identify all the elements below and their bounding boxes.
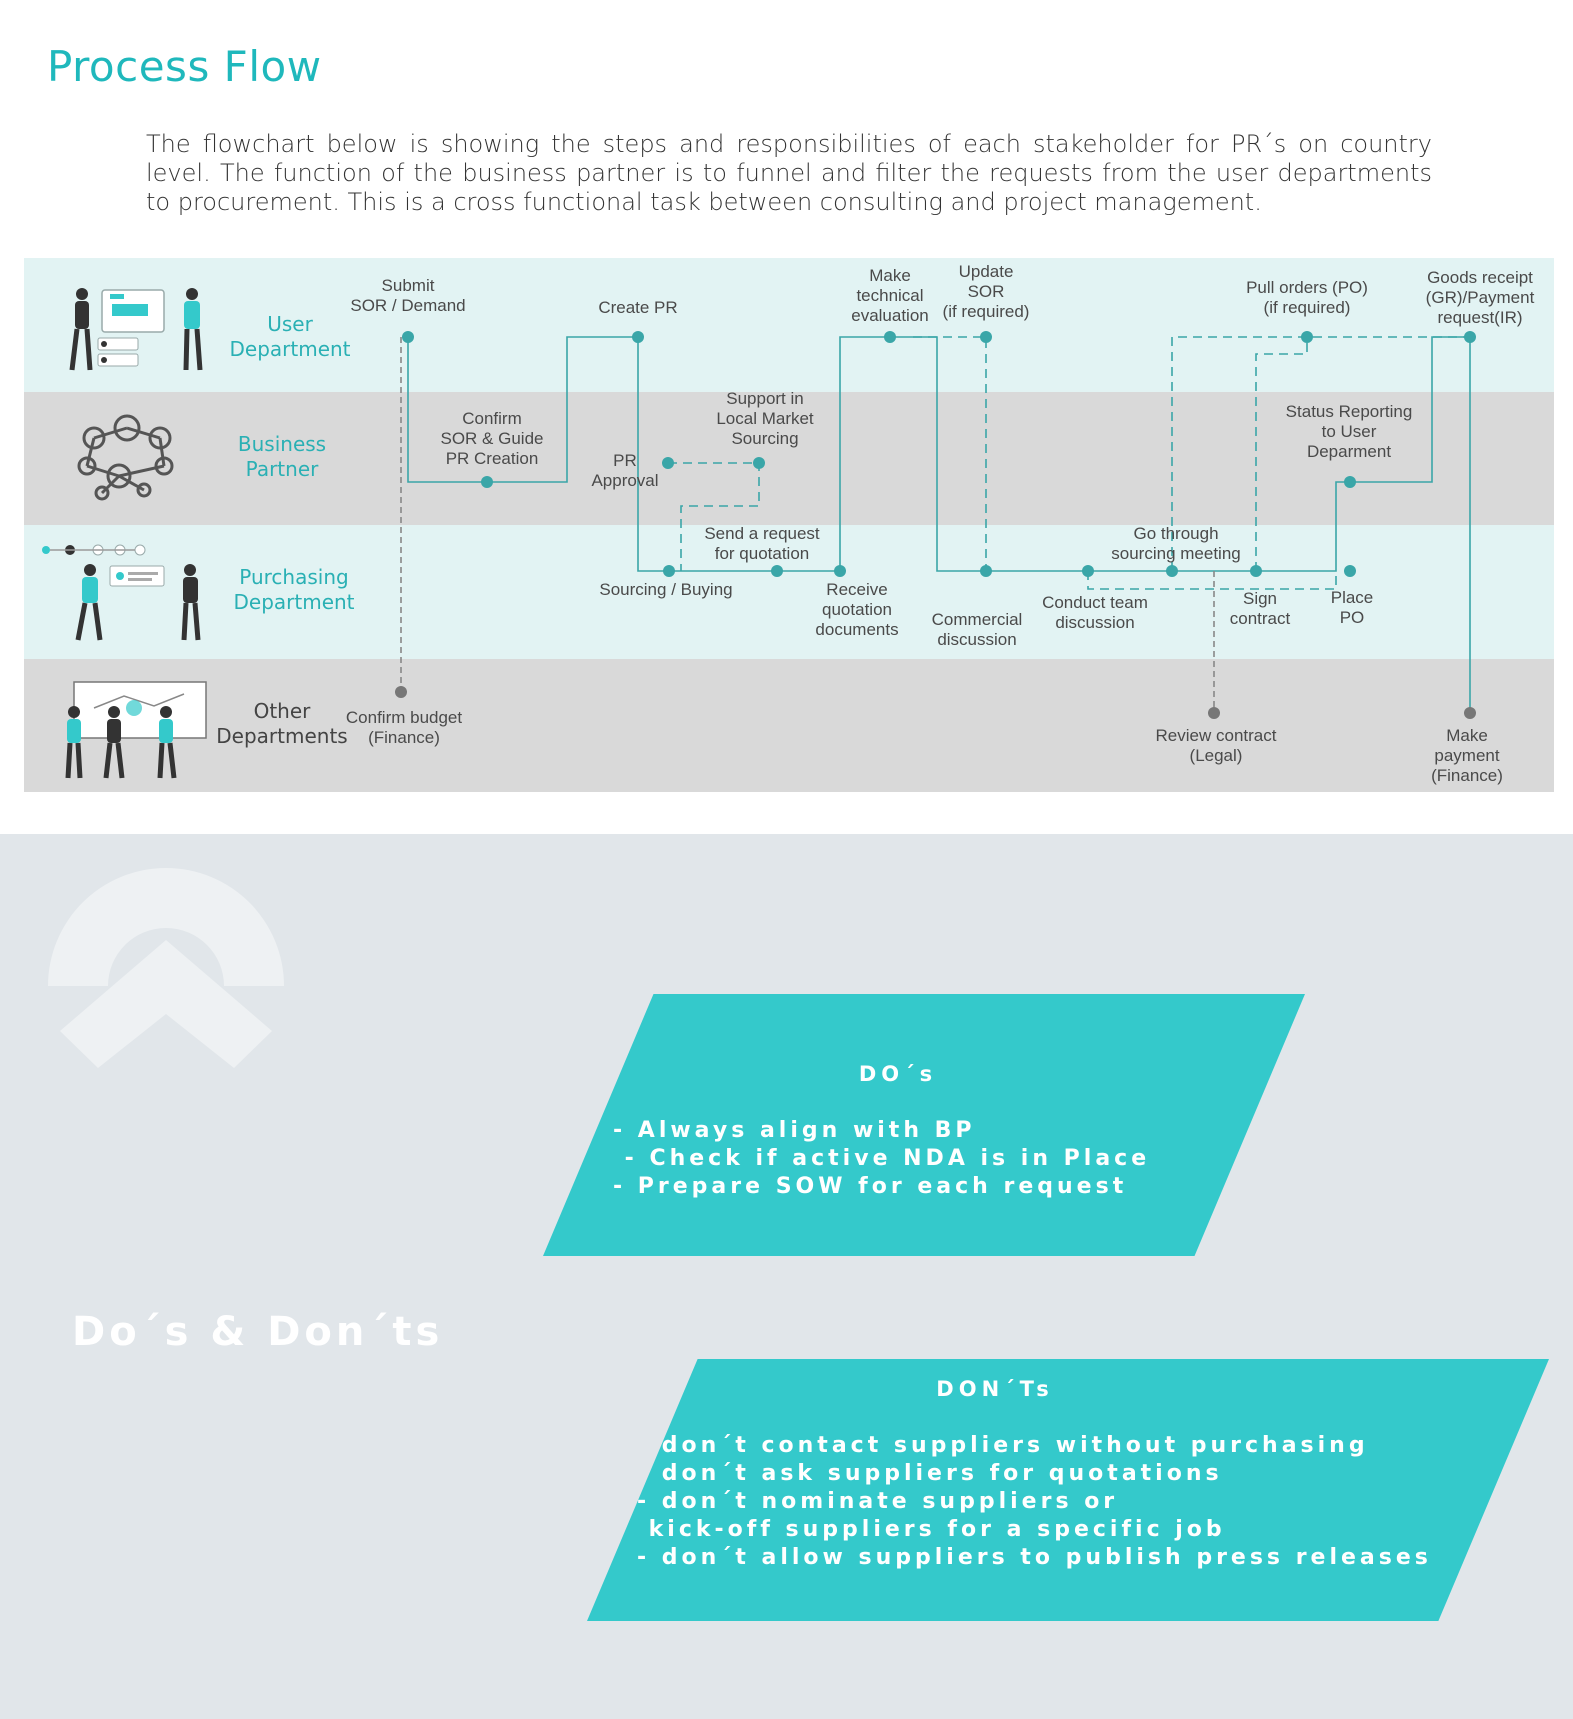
other-departments-illustration <box>65 681 207 779</box>
step-review-contract: Review contract (Legal) <box>1155 726 1277 765</box>
lane-label-business-partner: Business Partner <box>237 432 327 481</box>
lane-purchasing-department <box>24 525 1554 659</box>
step-pull-orders: Pull orders (PO) (if required) <box>1246 278 1368 317</box>
lane-user-department <box>24 258 1554 392</box>
step-create-pr: Create PR <box>598 298 678 317</box>
brand-watermark-logo <box>48 868 284 1068</box>
flow-connectors <box>395 331 1476 719</box>
step-sign-contract: Sign contract <box>1229 589 1291 628</box>
dos-heading: DO´s <box>858 1062 938 1086</box>
step-make-payment: Make payment (Finance) <box>1431 726 1503 785</box>
step-support-local-sourcing: Support in Local Market Sourcing <box>716 389 814 448</box>
lane-business-partner <box>24 391 1554 525</box>
user-department-illustration <box>69 288 203 371</box>
lane-label-other: Other Departments <box>216 699 348 748</box>
intro-paragraph: The flowchart below is showing the steps… <box>146 130 1432 216</box>
dos-list: - Always align with BP - Check if active… <box>613 1118 1151 1199</box>
donts-list: - don´t contact suppliers without purcha… <box>637 1433 1432 1570</box>
step-conduct-team-discussion: Conduct team discussion <box>1042 593 1148 632</box>
step-sourcing-buying: Sourcing / Buying <box>599 580 733 599</box>
process-flowchart: User Department Business Partner Purchas… <box>24 258 1554 792</box>
step-place-po: Place PO <box>1330 588 1374 627</box>
donts-heading: DON´Ts <box>936 1377 1054 1401</box>
step-goods-receipt: Goods receipt (GR)/Payment request(IR) <box>1425 268 1535 327</box>
purchasing-department-illustration <box>42 544 201 641</box>
business-partner-network-icon <box>77 414 174 501</box>
lane-label-user: User Department <box>229 312 351 361</box>
step-update-sor: Update SOR (if required) <box>942 262 1030 321</box>
step-make-technical-evaluation: Make technical evaluation <box>851 266 929 325</box>
page-title: Process Flow <box>47 42 322 91</box>
step-confirm-budget: Confirm budget (Finance) <box>345 708 463 747</box>
step-sourcing-meeting: Go through sourcing meeting <box>1111 524 1241 563</box>
step-receive-quotation: Receive quotation documents <box>815 580 899 639</box>
step-confirm-sor: Confirm SOR & Guide PR Creation <box>440 409 544 468</box>
lane-other-departments <box>24 658 1554 792</box>
donts-box: DON´Ts - don´t contact suppliers without… <box>587 1359 1549 1621</box>
step-submit-sor: Submit SOR / Demand <box>350 276 466 315</box>
step-pr-approval: PR Approval <box>591 451 659 490</box>
lane-label-purchasing: Purchasing Department <box>233 565 355 614</box>
dos-box: DO´s - Always align with BP - Check if a… <box>543 994 1305 1256</box>
step-send-rfq: Send a request for quotation <box>704 524 820 563</box>
step-commercial-discussion: Commercial discussion <box>931 610 1023 649</box>
section-title: Do´s & Don´ts <box>72 1309 444 1355</box>
step-status-reporting: Status Reporting to User Deparment <box>1285 402 1413 461</box>
dos-donts-section: Do´s & Don´ts DO´s - Always align with B… <box>0 834 1573 1719</box>
